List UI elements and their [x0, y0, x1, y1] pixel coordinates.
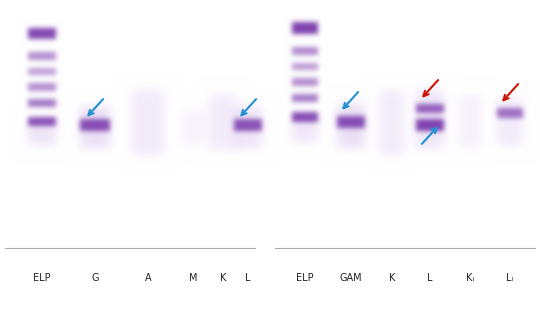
Text: GAM: GAM	[340, 273, 362, 283]
Text: Lₗ: Lₗ	[507, 273, 514, 283]
Text: K: K	[220, 273, 226, 283]
Text: K: K	[389, 273, 395, 283]
Text: ELP: ELP	[33, 273, 51, 283]
Text: L: L	[427, 273, 433, 283]
Text: Kₗ: Kₗ	[466, 273, 474, 283]
Text: A: A	[145, 273, 151, 283]
Text: M: M	[189, 273, 197, 283]
Text: ELP: ELP	[296, 273, 314, 283]
Text: G: G	[91, 273, 99, 283]
Text: L: L	[245, 273, 251, 283]
